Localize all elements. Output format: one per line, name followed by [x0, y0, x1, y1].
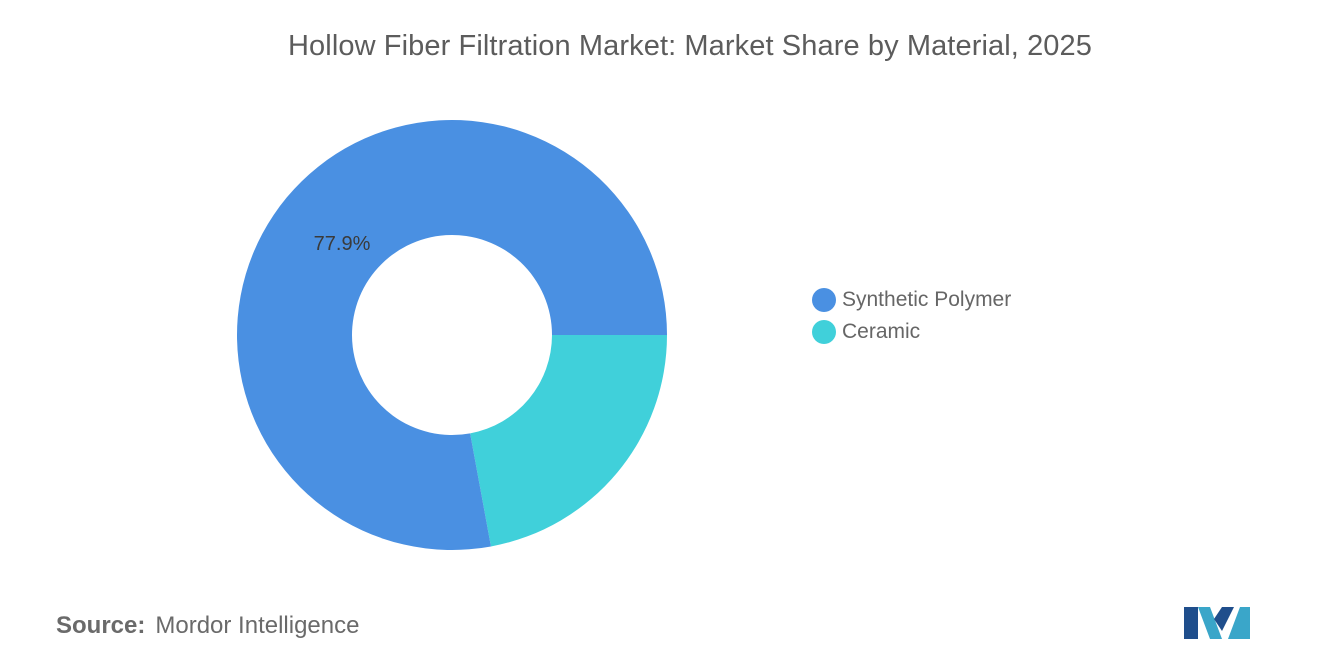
- legend-item-ceramic[interactable]: Ceramic: [812, 316, 1011, 348]
- donut-slices: [236, 119, 667, 550]
- data-label-synthetic-polymer: 77.9%: [314, 233, 371, 255]
- legend-label: Synthetic Polymer: [842, 288, 1012, 311]
- donut-slice-ceramic[interactable]: [470, 335, 667, 547]
- legend-item-synthetic-polymer[interactable]: Synthetic Polymer: [812, 284, 1011, 316]
- source-label: Source:: [56, 612, 146, 639]
- source-text: Mordor Intelligence: [155, 612, 360, 639]
- donut-slice-synthetic-polymer[interactable]: [236, 119, 667, 550]
- mordor-intelligence-logo-icon: [1184, 607, 1250, 639]
- chart-title: Hollow Fiber Filtration Market: Market S…: [288, 30, 1092, 62]
- source-line: Source: Mordor Intelligence: [56, 612, 359, 640]
- data-labels: 77.9%: [314, 233, 371, 255]
- legend-swatch-ceramic: [812, 320, 836, 344]
- legend: Synthetic Polymer Ceramic: [812, 284, 1011, 348]
- legend-label: Ceramic: [842, 320, 921, 343]
- legend-swatch-synthetic-polymer: [812, 288, 836, 312]
